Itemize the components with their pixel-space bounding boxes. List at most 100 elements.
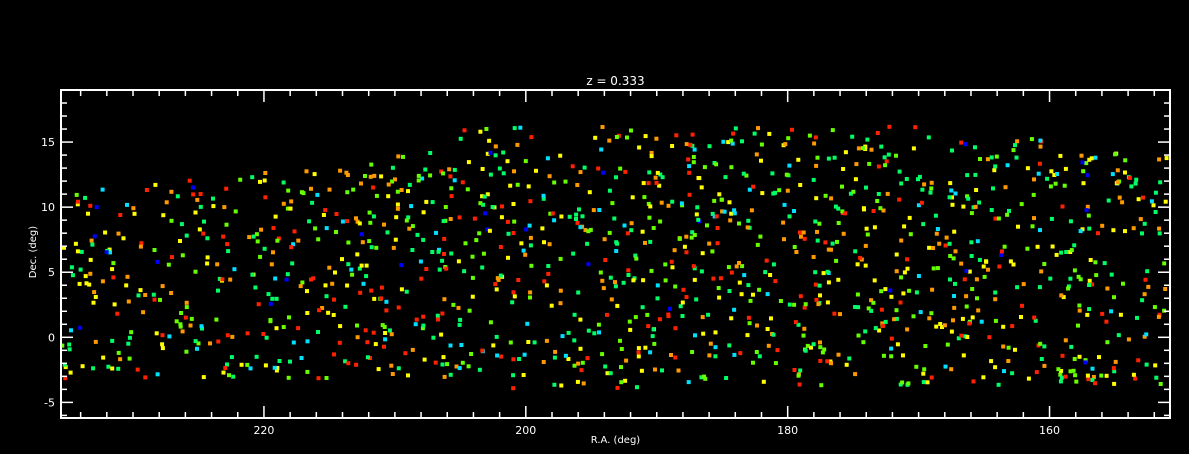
data-point (752, 131, 757, 136)
data-point (666, 312, 671, 317)
data-point (225, 362, 229, 367)
y-tick-label: 5 (48, 266, 55, 279)
data-point (961, 353, 966, 358)
data-point (737, 261, 741, 265)
data-point (830, 128, 835, 133)
data-point (421, 210, 426, 215)
data-point (501, 171, 506, 176)
data-point (363, 328, 368, 333)
data-point (374, 193, 379, 198)
data-point (840, 209, 845, 214)
data-point (69, 265, 74, 270)
data-point (170, 255, 174, 260)
data-point (449, 251, 454, 256)
data-point (992, 168, 997, 173)
data-point (875, 131, 880, 135)
data-point (836, 277, 841, 282)
data-point (1059, 293, 1064, 298)
data-point (112, 302, 117, 307)
data-point (1133, 376, 1138, 381)
data-point (363, 174, 367, 178)
data-point (771, 332, 776, 337)
data-point (511, 373, 516, 378)
data-point (354, 362, 359, 367)
data-point (833, 204, 838, 209)
data-point (1134, 177, 1139, 182)
data-point (1120, 200, 1125, 205)
data-point (816, 302, 821, 307)
data-point (289, 245, 294, 250)
data-point (232, 267, 237, 272)
data-point (220, 277, 225, 282)
data-point (91, 300, 96, 305)
data-point (498, 273, 503, 278)
data-point (222, 205, 227, 210)
data-point (747, 321, 752, 326)
data-point (724, 376, 729, 380)
data-point (888, 288, 893, 293)
data-point (701, 331, 706, 336)
data-point (124, 283, 129, 288)
y-axis-label: Dec. (deg) (28, 226, 39, 278)
data-point (382, 344, 386, 349)
data-point (1123, 170, 1127, 175)
data-point (984, 259, 989, 264)
data-point (271, 226, 276, 230)
data-point (245, 331, 250, 336)
data-point (430, 250, 435, 254)
data-point (626, 273, 631, 277)
data-point (1085, 173, 1090, 178)
data-point (406, 189, 410, 194)
data-point (692, 266, 697, 271)
data-point (501, 150, 506, 155)
data-point (89, 238, 94, 243)
data-point (523, 252, 528, 257)
data-point (103, 230, 108, 235)
data-point (478, 201, 483, 206)
data-point (899, 238, 904, 243)
data-point (690, 132, 695, 137)
data-point (737, 221, 741, 226)
data-point (364, 263, 369, 268)
data-point (268, 318, 273, 322)
data-point (1011, 262, 1016, 267)
data-point (871, 209, 876, 213)
data-point (927, 316, 932, 321)
data-point (1104, 373, 1109, 378)
data-point (449, 194, 454, 199)
data-point (74, 192, 79, 197)
data-point (668, 306, 672, 311)
data-point (343, 304, 348, 309)
data-point (546, 264, 551, 268)
data-point (153, 182, 158, 187)
data-point (558, 153, 563, 158)
data-point (187, 178, 192, 183)
data-point (785, 188, 790, 193)
data-point (657, 317, 662, 322)
data-point (393, 177, 397, 182)
data-point (200, 326, 204, 331)
data-point (607, 138, 612, 143)
data-point (1153, 363, 1158, 368)
data-point (596, 322, 601, 327)
data-point (1118, 312, 1123, 317)
data-point (798, 230, 802, 235)
data-point (603, 364, 608, 369)
data-point (911, 146, 916, 151)
data-point (722, 209, 727, 214)
data-point (158, 297, 162, 302)
data-point (770, 171, 775, 176)
data-point (864, 185, 868, 190)
data-point (317, 308, 322, 313)
data-point (812, 141, 817, 146)
data-point (969, 240, 974, 245)
data-point (419, 276, 424, 281)
data-point (943, 364, 948, 369)
data-point (449, 186, 454, 191)
data-point (730, 141, 735, 146)
data-point (374, 245, 379, 250)
data-point (1058, 372, 1063, 377)
data-point (477, 367, 482, 372)
data-point (775, 348, 780, 353)
